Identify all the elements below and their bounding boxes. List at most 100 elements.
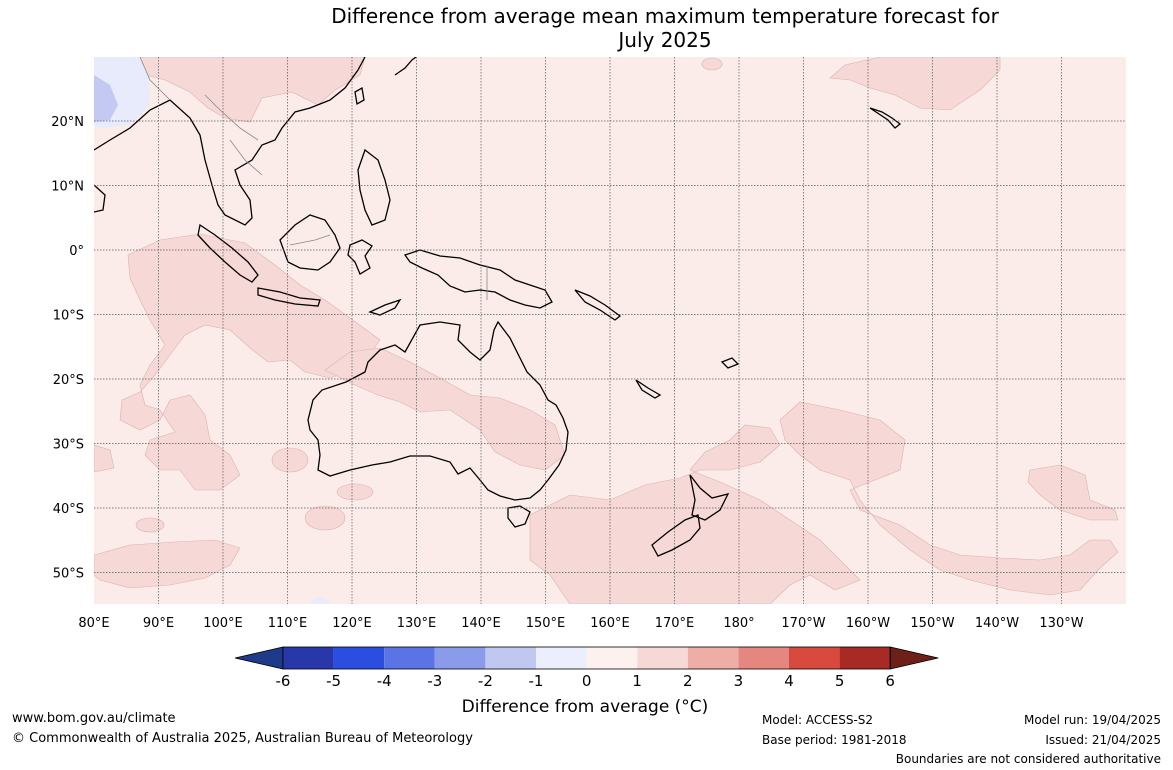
footer-website: www.bom.gov.au/climate	[12, 711, 176, 726]
colorbar-segment	[485, 647, 536, 669]
colorbar-tick-label: 3	[734, 672, 744, 690]
longitude-labels: 80°E 90°E 100°E 110°E 120°E 130°E 140°E 150°E 16…	[78, 616, 1083, 631]
sumatra-coastline	[197, 223, 259, 283]
new-zealand-south-coastline	[651, 514, 701, 557]
border-borneo	[289, 234, 331, 246]
longitude-label: 130°W	[1039, 616, 1083, 631]
warm-patch-small-2	[271, 447, 309, 473]
title-line-1: Difference from average mean maximum tem…	[331, 4, 999, 28]
warm-patch-south-indian	[94, 539, 241, 589]
warm-patch-indian-ocean-west	[94, 444, 115, 473]
latitude-label: 10°S	[53, 309, 84, 324]
longitude-label: 180°	[723, 616, 754, 631]
longitude-label: 170°W	[781, 616, 825, 631]
footer-model-run: Model run: 19/04/2025	[1023, 713, 1161, 727]
colorbar-segment	[536, 647, 587, 669]
border-asia-2	[204, 94, 259, 141]
longitude-label: 170°E	[655, 616, 695, 631]
colorbar-tick-label: 2	[683, 672, 693, 690]
latitude-label: 0°	[69, 244, 84, 259]
longitude-label: 140°E	[461, 616, 501, 631]
colorbar-tick-label: 0	[582, 672, 592, 690]
sulawesi-coastline	[347, 239, 373, 275]
colorbar-tick-label: -6	[276, 672, 291, 690]
asia-coastline	[94, 57, 366, 226]
colorbar-tick-label: -1	[529, 672, 544, 690]
warm-patch-east-pacific	[1027, 464, 1119, 521]
country-borders	[139, 57, 488, 300]
colorbar: -6 -5 -4 -3 -2 -1 0 1 2 3 4 5 6	[234, 646, 939, 690]
india-coastline	[94, 184, 106, 213]
warm-patch-australia	[324, 347, 566, 471]
footer-copyright: © Commonwealth of Australia 2025, Austra…	[12, 731, 473, 746]
java-coastline	[257, 287, 321, 307]
warm-anomaly-patches	[94, 57, 1119, 604]
warm-patch-north-pacific	[829, 57, 1001, 111]
colorbar-tick-label: -3	[427, 672, 442, 690]
colorbar-segment	[586, 647, 638, 669]
longitude-label: 150°W	[910, 616, 954, 631]
longitude-label: 120°E	[332, 616, 372, 631]
japan-coastline	[394, 57, 417, 76]
colorbar-tick-label: 6	[885, 672, 895, 690]
taiwan-coastline	[354, 86, 365, 106]
border-asia-3	[229, 139, 263, 176]
latitude-labels: 20°N 10°N 0° 10°S 20°S 30°S 40°S 50°S	[51, 115, 84, 582]
warm-patch-small-1	[304, 505, 346, 531]
border-asia-1	[139, 57, 171, 101]
latitude-label: 20°N	[51, 115, 84, 130]
tasmania-coastline	[507, 505, 531, 528]
longitude-label: 80°E	[78, 616, 109, 631]
colorbar-segment	[434, 647, 486, 669]
colorbar-segment	[687, 647, 739, 669]
borneo-coastline	[279, 214, 341, 271]
map-panel	[94, 57, 1126, 604]
longitude-label: 100°E	[203, 616, 243, 631]
warm-patch-indian-ocean	[119, 233, 381, 491]
cool-anomaly-patches	[94, 57, 330, 604]
longitude-label: 160°W	[846, 616, 890, 631]
colorbar-tick-label: 1	[632, 672, 642, 690]
colorbar-segment	[738, 647, 789, 669]
longitude-label: 110°E	[268, 616, 308, 631]
warm-patch-small-3	[336, 483, 374, 501]
new-zealand-north-coastline	[689, 474, 730, 521]
colorbar-outline	[282, 646, 891, 670]
warm-patch-small-5	[701, 57, 723, 71]
colorbar-tick-label: -4	[377, 672, 392, 690]
new-guinea-coastline	[403, 249, 553, 309]
colorbar-segment	[789, 647, 840, 669]
latitude-label: 20°S	[53, 373, 84, 388]
colorbar-extend-low	[234, 646, 284, 670]
longitude-label: 90°E	[143, 616, 174, 631]
australia-coastline	[307, 320, 569, 501]
fiji-coastline	[720, 357, 740, 369]
longitude-label: 140°W	[975, 616, 1019, 631]
longitude-label: 150°E	[526, 616, 566, 631]
warm-patch-pacific-south	[779, 401, 1119, 596]
warm-patch-small-4	[135, 517, 165, 533]
timor-coastline	[368, 298, 402, 316]
cool-patch-south	[310, 598, 330, 604]
footer-model: Model: ACCESS-S2	[762, 713, 874, 727]
footer-disclaimer: Boundaries are not considered authoritat…	[895, 752, 1161, 766]
longitude-label: 160°E	[590, 616, 630, 631]
cool-patch-medium	[94, 75, 118, 122]
latitude-label: 40°S	[53, 502, 84, 517]
solomon-islands-coastline	[574, 289, 622, 321]
colorbar-title: Difference from average (°C)	[461, 697, 709, 717]
gridlines	[94, 57, 1126, 604]
colorbar-segment	[384, 647, 435, 669]
map-title: Difference from average mean maximum tem…	[180, 4, 1150, 52]
hawaii-coastline	[869, 107, 902, 129]
longitude-label: 130°E	[397, 616, 437, 631]
colorbar-tick-label: -2	[478, 672, 493, 690]
new-caledonia-coastline	[635, 379, 662, 399]
footer-base-period: Base period: 1981-2018	[762, 733, 907, 747]
latitude-label: 50°S	[53, 567, 84, 582]
colorbar-segment	[839, 647, 891, 669]
title-line-2: July 2025	[618, 28, 712, 52]
colorbar-segment	[333, 647, 385, 669]
colorbar-extend-high	[889, 646, 939, 670]
